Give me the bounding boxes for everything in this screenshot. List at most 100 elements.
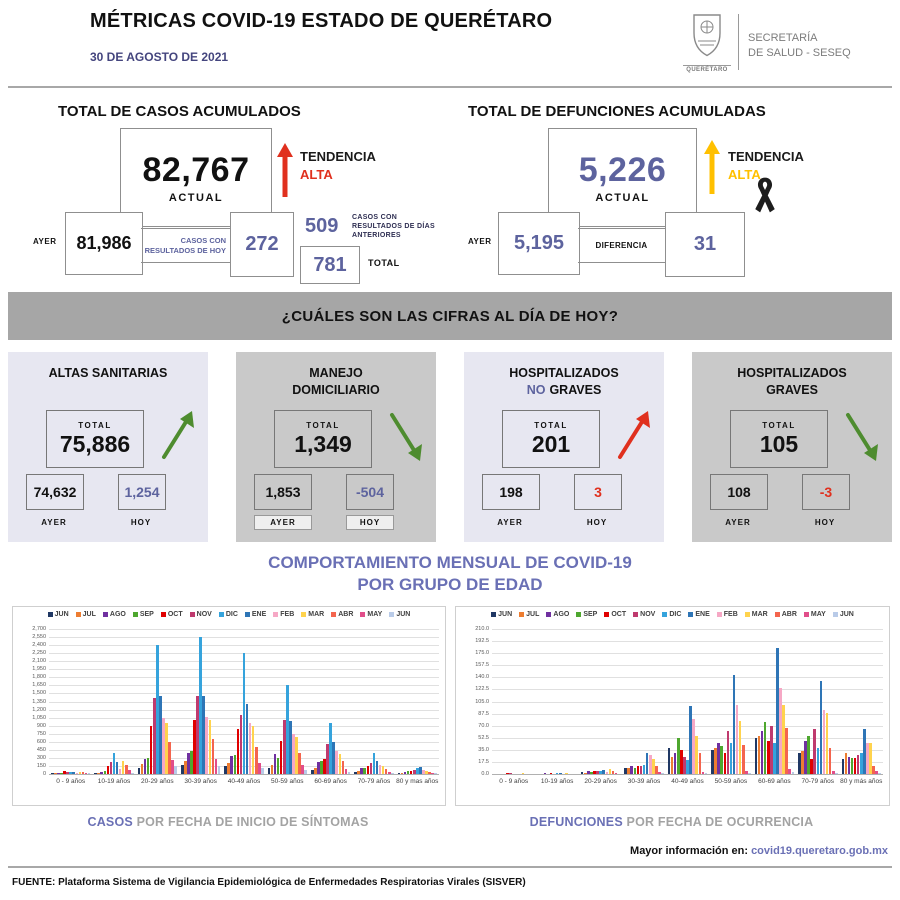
deaths-diff-value: 31 <box>693 233 717 255</box>
bar <box>100 771 104 774</box>
chart-legend: JUN JUL AGO SEP OCT NOV DIC ENE FEB MAR ABR MAY JUN <box>13 611 445 618</box>
bar <box>673 753 677 774</box>
card-ayer-value: 198 <box>499 484 523 500</box>
bar <box>239 714 243 774</box>
bar <box>156 645 159 774</box>
bar <box>354 772 357 774</box>
trend-arrow <box>612 407 654 465</box>
card-ayer-box: 1,853 <box>254 474 312 510</box>
bar <box>369 762 373 774</box>
y-axis-tick: 2,250 <box>32 650 46 657</box>
bar <box>276 758 280 774</box>
bar <box>251 725 255 774</box>
legend-swatch <box>160 612 166 617</box>
card-title: ALTAS SANITARIAS <box>8 365 208 382</box>
cases-today-label: CASOS CON RESULTADOS DE HOY <box>144 236 226 255</box>
bar <box>112 753 116 774</box>
x-axis-label: 80 y más años <box>840 778 883 785</box>
deaths-trend: TENDENCIA ALTA <box>728 148 804 184</box>
org-line1: SECRETARÍA <box>748 32 818 44</box>
bar <box>227 762 230 774</box>
bar <box>676 738 680 774</box>
bar <box>770 725 773 774</box>
card-total-box: TOTAL 201 <box>502 410 600 468</box>
bar <box>748 772 751 774</box>
bar-group <box>753 629 796 774</box>
bar <box>757 736 761 774</box>
bar <box>695 736 699 774</box>
card-title-line1: HOSPITALIZADOS <box>737 366 847 380</box>
y-axis-tick: 70.0 <box>478 722 489 729</box>
more-info-link[interactable]: covid19.queretaro.gob.mx <box>751 845 888 857</box>
bar <box>680 749 683 774</box>
gridline <box>492 653 883 655</box>
trend-value: ALTA <box>728 167 761 183</box>
bar <box>801 751 804 774</box>
y-axis-tick: 1,650 <box>32 682 46 689</box>
bar <box>87 773 91 774</box>
y-axis-tick: 2,100 <box>32 658 46 665</box>
trend-arrow <box>384 407 426 465</box>
bar <box>555 773 559 774</box>
legend-swatch <box>519 612 525 617</box>
legend-item: DIC <box>662 611 681 618</box>
question-text: ¿CUÁLES SON LAS CIFRAS AL DÍA DE HOY? <box>281 307 619 325</box>
bar <box>338 753 342 774</box>
bar <box>689 706 692 774</box>
bar <box>773 742 776 774</box>
bar-group <box>492 629 535 774</box>
card-hoy-label: HOY <box>130 518 152 527</box>
bar <box>859 753 863 774</box>
bar <box>224 766 227 774</box>
card-total-box: TOTAL 105 <box>730 410 828 468</box>
bar <box>741 745 745 774</box>
bar <box>782 704 785 774</box>
bar <box>286 685 289 774</box>
cases-total-box: 781 <box>300 246 360 284</box>
bar <box>72 772 75 774</box>
chart-plot: 0.0 17.5 35.0 52.5 70.0 87.5 105.0 122.5 140.0 15… <box>475 626 883 777</box>
bar <box>159 696 162 774</box>
card-total-label: TOTAL <box>534 420 568 430</box>
bar <box>605 771 609 774</box>
gridline <box>49 645 439 647</box>
card-title: HOSPITALIZADOS GRAVES <box>692 365 892 399</box>
bar <box>409 771 413 774</box>
card-ayer-value: 1,853 <box>265 484 301 500</box>
bar <box>872 765 875 774</box>
bar-group <box>49 629 92 774</box>
bar <box>828 747 832 774</box>
bar <box>587 770 590 774</box>
gridline <box>492 713 883 715</box>
card-hoy-label: HOY <box>346 515 394 530</box>
y-axis-tick: 1,800 <box>32 674 46 681</box>
cases-today-box: 272 <box>230 212 294 277</box>
x-axis-label: 30-39 años <box>184 778 217 785</box>
bar <box>866 742 869 774</box>
bars-layer <box>492 629 883 774</box>
y-axis-tick: 450 <box>36 746 46 753</box>
bar <box>590 771 593 774</box>
bar-group <box>352 629 395 774</box>
legend-item: MAY <box>360 611 382 618</box>
x-axis-label: 60-69 años <box>314 778 347 785</box>
bar <box>686 760 689 774</box>
bar <box>760 731 764 774</box>
y-axis-tick: 1,050 <box>32 714 46 721</box>
trend-up-arrow-icon <box>704 140 720 194</box>
bar-group <box>266 629 309 774</box>
card-hoy-box: -504 <box>346 474 394 510</box>
card-total-box: TOTAL 1,349 <box>274 410 372 468</box>
deaths-panel: TOTAL DE DEFUNCIONES ACUMULADAS 5,226 AC… <box>460 95 890 287</box>
bar <box>878 772 882 774</box>
bar <box>642 765 646 774</box>
y-axis-tick: 0 <box>42 771 46 777</box>
legend-item: MAY <box>803 611 826 618</box>
legend-swatch <box>633 612 639 617</box>
age-section-heading: COMPORTAMIENTO MENSUAL DE COVID-19 POR G… <box>0 552 900 596</box>
bar <box>381 765 385 774</box>
bar <box>720 746 723 774</box>
legend-item: JUN <box>832 611 854 618</box>
bar <box>363 767 367 774</box>
card-ayer-label: AYER <box>497 518 523 527</box>
